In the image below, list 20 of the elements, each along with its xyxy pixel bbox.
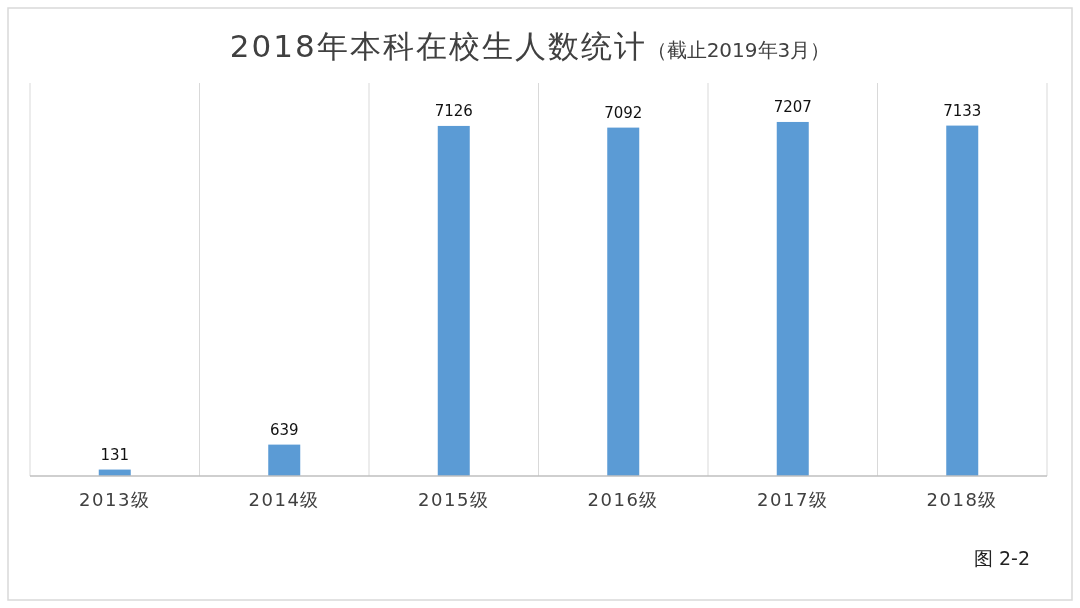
bar [268, 444, 301, 476]
data-label: 7092 [604, 103, 643, 122]
x-tick-label: 2015级 [418, 489, 490, 510]
x-tick-label: 2014级 [248, 489, 320, 510]
bar [946, 125, 979, 476]
data-label: 7133 [943, 101, 982, 120]
x-tick-label: 2017级 [757, 489, 829, 510]
chart-title: 2018年本科在校生人数统计 [229, 28, 647, 64]
chart-subtitle: （截止2019年3月） [646, 38, 831, 62]
x-tick-label: 2013级 [79, 489, 151, 510]
x-tick-label: 2016级 [587, 489, 659, 510]
data-label: 131 [100, 445, 130, 464]
caption: 图 2-2 [973, 547, 1030, 569]
bar [437, 125, 470, 476]
x-tick-label: 2018级 [926, 489, 998, 510]
data-label: 639 [269, 420, 299, 439]
bar [776, 121, 809, 476]
bar [607, 127, 640, 476]
data-label: 7126 [434, 101, 473, 120]
data-label: 7207 [773, 97, 812, 116]
